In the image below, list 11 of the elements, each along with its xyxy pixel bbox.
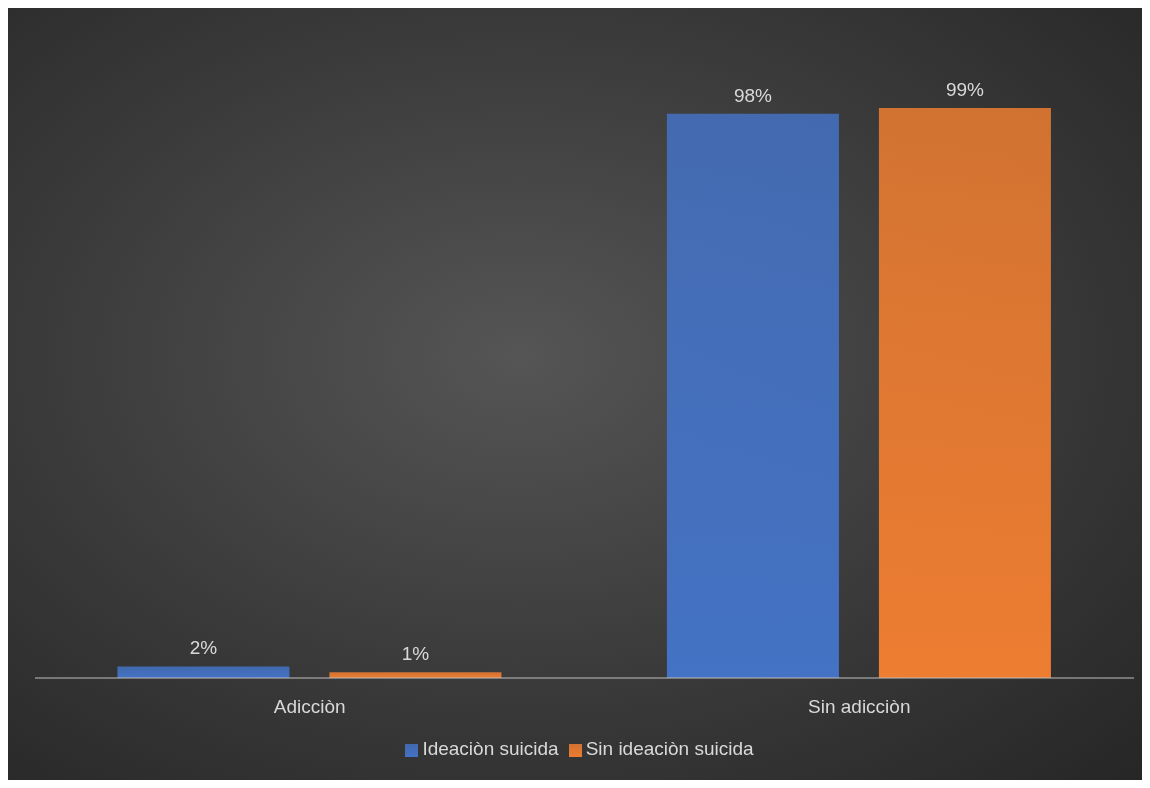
- bar: [666, 113, 839, 678]
- legend-label: Sin ideaciòn suicida: [585, 738, 754, 759]
- data-label: 99%: [945, 79, 985, 100]
- data-label: 2%: [189, 637, 218, 659]
- legend-label: Ideaciòn suicida: [422, 738, 559, 759]
- bar: [878, 108, 1051, 678]
- x-tick-label: Adicciòn: [273, 696, 346, 718]
- bar: [117, 666, 290, 678]
- data-label: 98%: [733, 84, 773, 106]
- data-label: 1%: [401, 643, 430, 665]
- x-tick-label: Sin adicciòn: [808, 696, 911, 718]
